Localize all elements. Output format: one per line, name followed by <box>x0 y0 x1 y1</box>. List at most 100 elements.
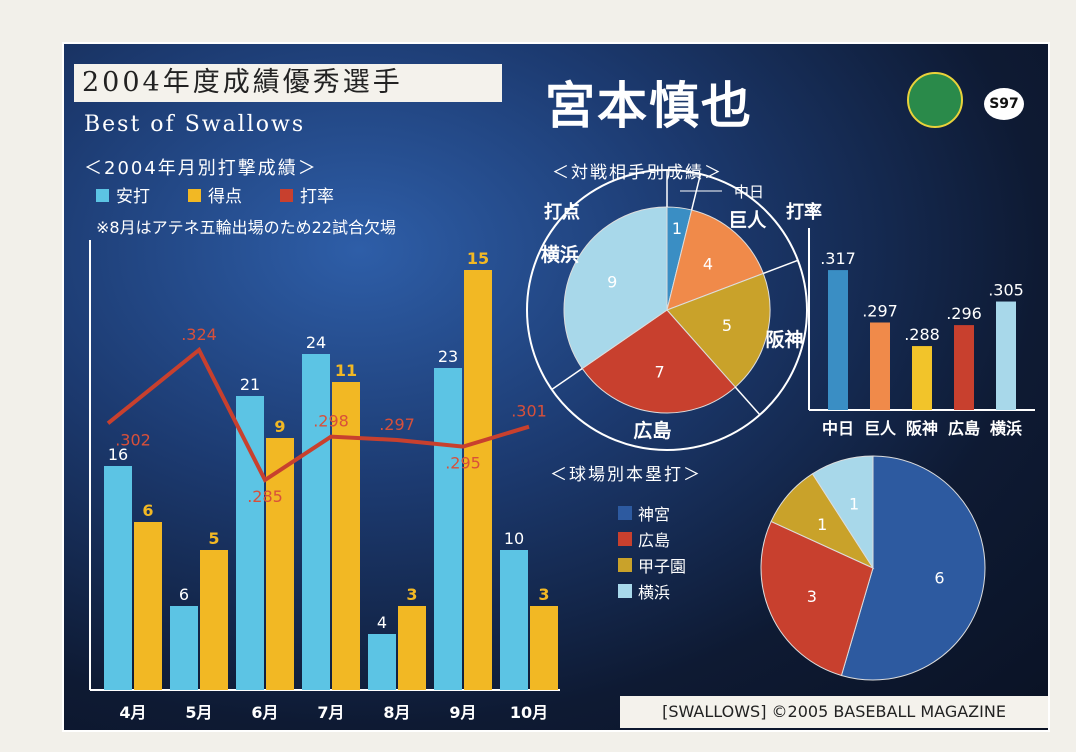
avg-label: .301 <box>511 402 547 421</box>
avg-bar-label: .297 <box>862 301 898 320</box>
hits-label: 21 <box>240 375 260 394</box>
avg-bar <box>828 270 848 410</box>
runs-label: 11 <box>335 361 357 380</box>
ring-divider <box>734 386 761 416</box>
card-number: S97 <box>984 88 1024 120</box>
opponent-label: 横浜 <box>541 243 579 266</box>
bar-runs <box>200 550 228 690</box>
opponent-label: 巨人 <box>728 209 767 231</box>
hr-pie-value: 3 <box>807 587 817 606</box>
opponent-label: 中日 <box>734 183 764 201</box>
bar-hits <box>368 634 396 690</box>
bar-hits <box>170 606 198 690</box>
rbi-pie-slice-広島 <box>581 309 737 414</box>
runs-label: 6 <box>142 501 153 520</box>
x-tick-label: 8月 <box>383 703 410 722</box>
bar-hits <box>104 466 132 690</box>
avg-bar-label: .296 <box>946 304 982 323</box>
bar-runs <box>398 606 426 690</box>
hr-legend-label: 広島 <box>638 531 670 550</box>
hr-legend-swatch <box>618 558 632 572</box>
avg-label: 打率 <box>786 202 822 223</box>
hr-legend-label: 甲子園 <box>638 557 686 576</box>
hr-legend-label: 神宮 <box>638 505 670 524</box>
avg-bar-label: .305 <box>988 281 1024 300</box>
copyright: [SWALLOWS] ©2005 BASEBALL MAGAZINE <box>620 696 1048 728</box>
hits-label: 24 <box>306 333 326 352</box>
team-logo <box>907 72 963 128</box>
opponent-tick-label: 横浜 <box>990 419 1022 438</box>
avg-bar <box>912 346 932 410</box>
opponent-tick-label: 中日 <box>822 419 854 438</box>
hits-label: 6 <box>179 585 189 604</box>
opponent-tick-label: 広島 <box>948 419 980 438</box>
x-tick-label: 10月 <box>510 703 548 722</box>
player-name: 宮本慎也 <box>545 76 753 135</box>
avg-bar-label: .288 <box>904 325 940 344</box>
hr-legend-swatch <box>618 584 632 598</box>
avg-label: .285 <box>247 487 283 506</box>
legend-label: 得点 <box>208 187 242 207</box>
opponent-label: 広島 <box>633 419 671 442</box>
hr-legend-swatch <box>618 532 632 546</box>
hits-label: 4 <box>377 613 387 632</box>
x-tick-label: 7月 <box>317 703 344 722</box>
hr-pie-slice-広島 <box>760 520 874 677</box>
hits-label: 23 <box>438 347 458 366</box>
rbi-pie-value: 9 <box>607 272 617 291</box>
hr-pie-slice-横浜 <box>811 455 874 570</box>
avg-bar-label: .317 <box>820 249 856 268</box>
avg-label: .295 <box>445 454 481 473</box>
x-tick-label: 5月 <box>185 703 212 722</box>
legend-label: 安打 <box>116 187 150 207</box>
bar-runs <box>530 606 558 690</box>
legend-swatch <box>280 189 293 202</box>
ring-divider <box>690 173 702 211</box>
avg-line <box>106 346 530 483</box>
rbi-pie-slice-阪神 <box>666 272 771 388</box>
runs-label: 3 <box>406 585 417 604</box>
hr-pie-value: 1 <box>817 515 827 534</box>
rbi-pie-value: 7 <box>654 362 664 381</box>
avg-bar <box>996 301 1016 410</box>
bar-runs <box>332 382 360 690</box>
avg-bar <box>870 322 890 410</box>
bar-hits <box>434 368 462 690</box>
rbi-pie-value: 5 <box>722 316 732 335</box>
x-tick-label: 9月 <box>449 703 476 722</box>
stadium-chart-title: ＜球場別本塁打＞ <box>550 465 702 485</box>
bar-hits <box>302 354 330 690</box>
runs-label: 5 <box>208 529 219 548</box>
opponent-label: 阪神 <box>765 328 803 351</box>
hr-legend-label: 横浜 <box>638 583 670 602</box>
opponent-tick-label: 阪神 <box>906 419 938 438</box>
hr-pie-value: 6 <box>934 569 944 588</box>
avg-label: .297 <box>379 415 415 434</box>
legend-swatch <box>96 189 109 202</box>
chart-note: ※8月はアテネ五輪出場のため22試合欠場 <box>96 218 396 237</box>
runs-label: 3 <box>538 585 549 604</box>
opponent-tick-label: 巨人 <box>864 419 897 438</box>
hr-pie-slice-神宮 <box>840 455 986 681</box>
hr-legend-swatch <box>618 506 632 520</box>
hits-label: 16 <box>108 445 128 464</box>
bar-runs <box>464 270 492 690</box>
hits-label: 10 <box>504 529 524 548</box>
avg-bar <box>954 325 974 410</box>
avg-label: .302 <box>115 430 151 449</box>
rbi-pie-value: 1 <box>672 219 682 238</box>
legend-swatch <box>188 189 201 202</box>
bar-hits <box>500 550 528 690</box>
monthly-chart-title: ＜2004年月別打撃成績＞ <box>84 158 318 179</box>
avg-label: .298 <box>313 412 349 431</box>
runs-label: 9 <box>274 417 285 436</box>
award-banner: 2004年度成績優秀選手 <box>74 64 502 102</box>
runs-label: 15 <box>467 249 489 268</box>
ring-divider <box>763 259 799 275</box>
subtitle: Best of Swallows <box>84 112 306 137</box>
bar-runs <box>266 438 294 690</box>
hr-pie-value: 1 <box>849 495 859 514</box>
x-tick-label: 4月 <box>119 703 146 722</box>
avg-label: .324 <box>181 325 217 344</box>
